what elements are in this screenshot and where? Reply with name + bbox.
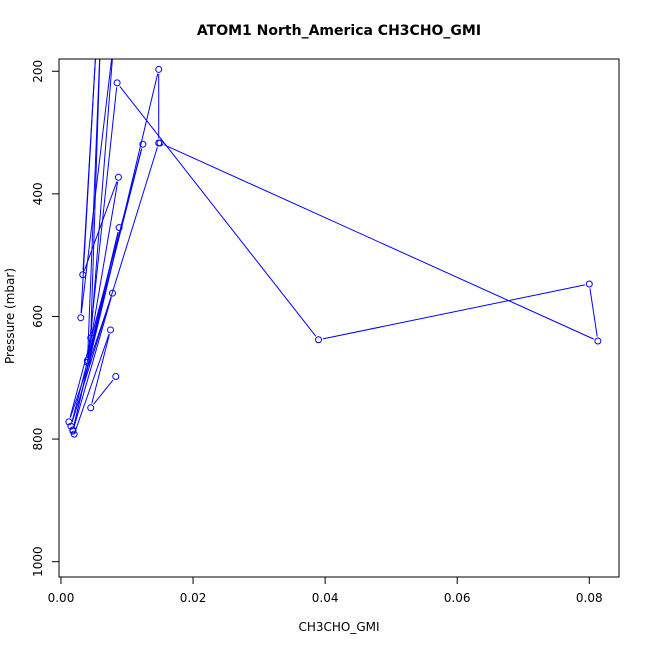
data-point — [107, 326, 115, 334]
y-axis: 200 400 600 800 1000 — [31, 60, 60, 577]
x-tick-label: 0.04 — [312, 591, 339, 605]
data-point — [87, 334, 95, 342]
plot-frame — [58, 58, 620, 578]
data-point — [112, 373, 120, 381]
plot-area — [65, 22, 602, 438]
series-segment — [80, 59, 96, 314]
x-tick-label: 0.00 — [48, 591, 75, 605]
series-segment — [87, 59, 101, 358]
series-segment — [83, 181, 118, 271]
data-point — [69, 427, 77, 435]
series-segment — [71, 147, 158, 423]
data-point — [115, 224, 123, 232]
y-tick-label: 800 — [31, 428, 45, 451]
series-segment — [93, 379, 114, 405]
data-point — [83, 358, 91, 366]
y-tick-label: 1000 — [31, 546, 45, 577]
data-point — [65, 418, 73, 426]
y-tick-label: 200 — [31, 60, 45, 83]
data-point — [594, 337, 602, 345]
data-point — [83, 357, 91, 365]
series-segment — [71, 148, 143, 422]
data-point — [139, 140, 147, 148]
y-axis-label: Pressure (mbar) — [3, 268, 17, 364]
series-segment — [322, 284, 585, 340]
series-segment — [80, 59, 113, 314]
series-segment — [87, 181, 119, 357]
data-point — [156, 139, 164, 147]
x-tick-label: 0.02 — [180, 591, 207, 605]
data-point — [87, 404, 95, 412]
data-point — [114, 173, 122, 181]
series-segment — [119, 86, 317, 337]
series-segment — [90, 59, 113, 334]
series-segment — [87, 231, 119, 357]
data-point — [108, 289, 116, 297]
series-segment — [69, 297, 112, 418]
series-segment — [163, 144, 594, 340]
series-segment — [87, 87, 118, 359]
x-axis: 0.00 0.02 0.04 0.06 0.08 — [48, 576, 603, 605]
y-tick-label: 400 — [31, 182, 45, 205]
series-segment — [589, 288, 598, 337]
data-point — [77, 314, 85, 322]
chart-title: ATOM1 North_America CH3CHO_GMI — [197, 23, 481, 39]
data-point — [585, 280, 593, 288]
x-axis-label: CH3CHO_GMI — [298, 620, 379, 634]
data-point — [98, 31, 104, 37]
data-point — [113, 79, 121, 87]
series-segment — [75, 334, 110, 431]
data-point — [111, 38, 117, 44]
data-point — [94, 22, 100, 28]
data-point — [155, 65, 163, 73]
data-point — [315, 336, 323, 344]
series-segment — [73, 297, 112, 427]
y-tick-label: 600 — [31, 305, 45, 328]
series-segment — [91, 334, 110, 404]
data-point — [79, 271, 87, 279]
x-tick-label: 0.08 — [576, 591, 603, 605]
x-tick-label: 0.06 — [444, 591, 471, 605]
